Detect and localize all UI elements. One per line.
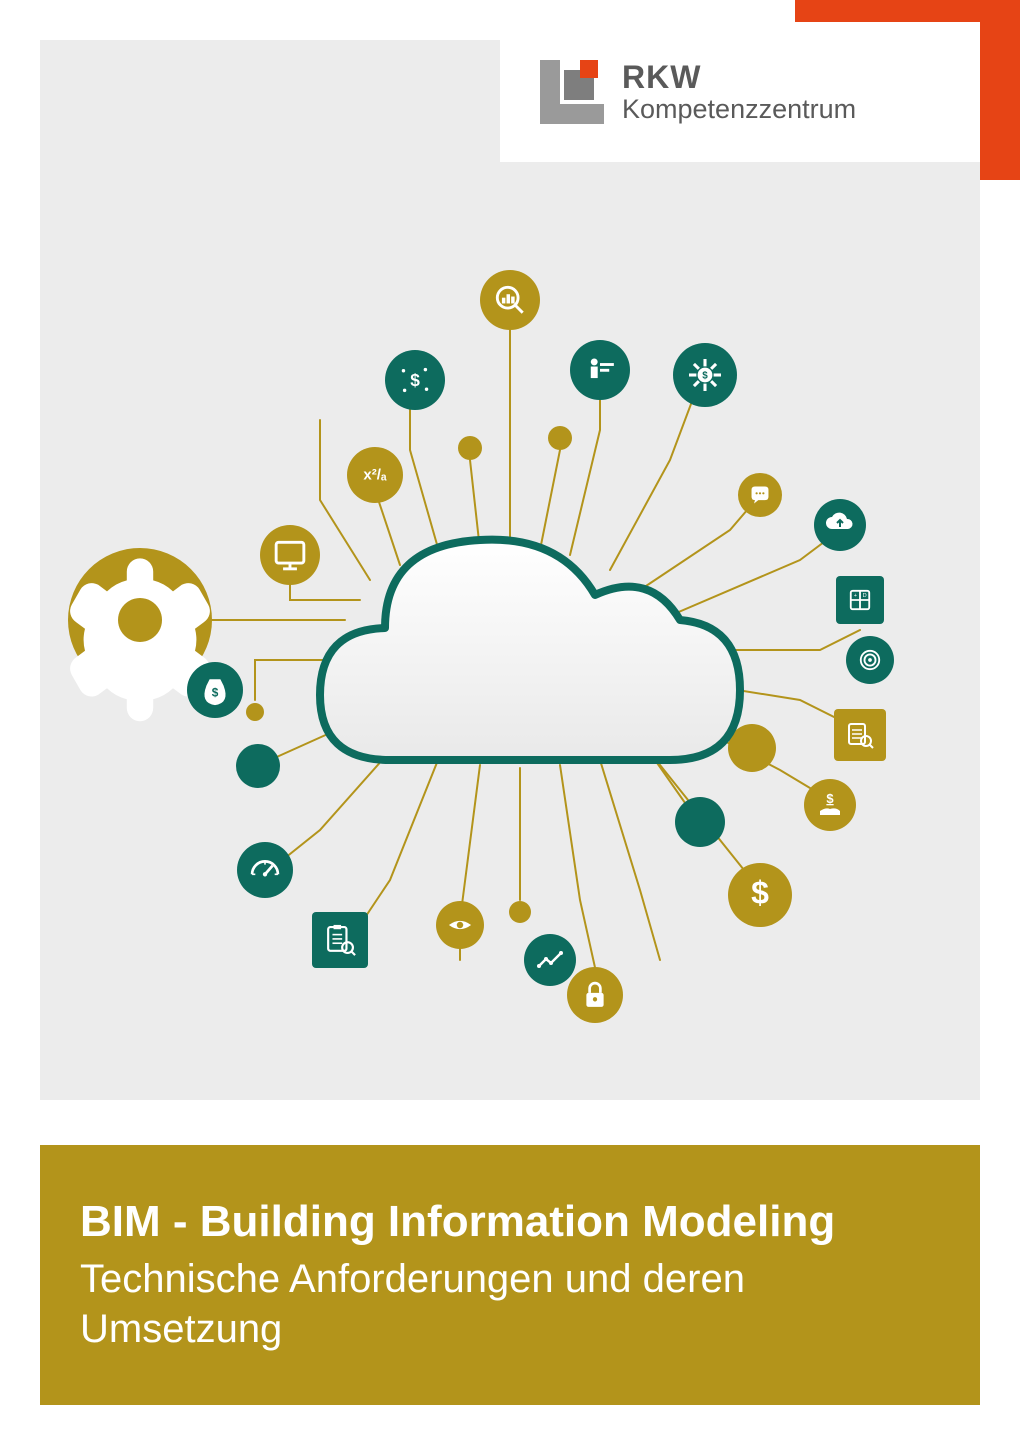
money-bag-node	[187, 662, 243, 718]
clipboard-node	[312, 912, 368, 968]
lock-node	[567, 967, 623, 1023]
connector-line	[540, 450, 560, 550]
formula-icon	[363, 466, 387, 483]
eye-node	[436, 901, 484, 949]
dollar-node	[728, 863, 792, 927]
pointing-node	[570, 340, 630, 400]
connector-dot	[246, 703, 264, 721]
connector-dot	[548, 426, 572, 450]
connector-line	[610, 380, 700, 570]
logo-text: RKW Kompetenzzentrum	[622, 61, 856, 123]
grid-node	[836, 576, 884, 624]
connector-line	[660, 530, 840, 620]
cloud-up-node	[814, 499, 866, 551]
cloud-infographic: $ x²/ₐ $ $ +D $ $	[40, 200, 980, 1070]
connector-line	[600, 760, 660, 960]
monitor-node	[260, 525, 320, 585]
chat-node	[738, 473, 782, 517]
rkw-logo-mark	[540, 60, 604, 124]
logo-box: RKW Kompetenzzentrum	[500, 22, 980, 162]
calc-mag-node	[834, 709, 886, 761]
gauge-node	[237, 842, 293, 898]
trend-node	[524, 934, 576, 986]
title-line2: Technische Anforderungen und deren Umset…	[80, 1254, 940, 1354]
connector-dot	[675, 797, 725, 847]
target-node	[846, 636, 894, 684]
logo-line1: RKW	[622, 61, 856, 95]
connector-dot	[509, 901, 531, 923]
connector-line	[640, 495, 760, 590]
logo-line2: Kompetenzzentrum	[622, 95, 856, 123]
title-line1: BIM - Building Information Modeling	[80, 1196, 940, 1249]
connector-dot	[236, 744, 280, 788]
dollar-icon	[751, 875, 769, 911]
title-block: BIM - Building Information Modeling Tech…	[40, 1145, 980, 1405]
connector-dot	[458, 436, 482, 460]
virus-s-node	[673, 343, 737, 407]
hand-s-node	[804, 779, 856, 831]
connector-line	[410, 390, 440, 555]
sparkle-s-node	[385, 350, 445, 410]
formula-node	[347, 447, 403, 503]
magnify-bar-node	[480, 270, 540, 330]
